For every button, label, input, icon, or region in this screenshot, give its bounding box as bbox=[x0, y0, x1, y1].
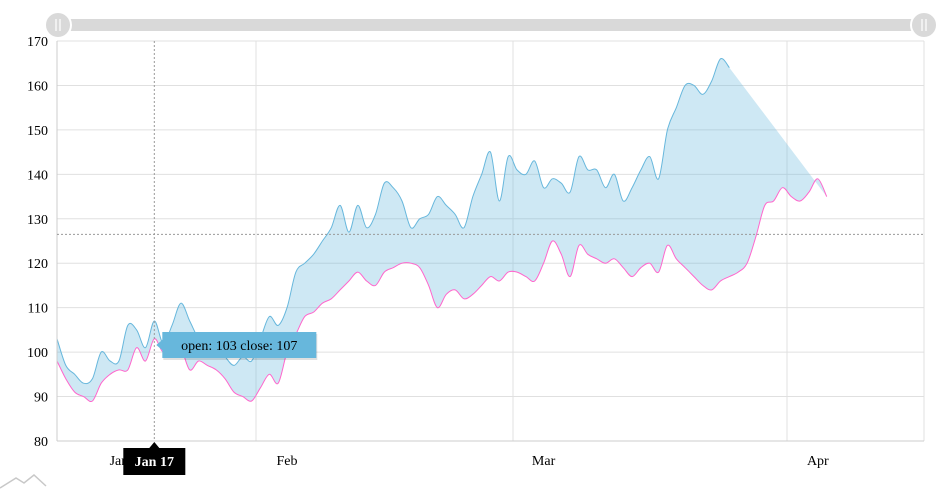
grid bbox=[57, 40, 925, 442]
chart-logo-icon bbox=[0, 474, 47, 489]
y-tick-label: 140 bbox=[27, 168, 48, 183]
series-line-open bbox=[56, 178, 828, 402]
tooltip-box bbox=[162, 332, 317, 358]
series-area-fill bbox=[57, 58, 827, 402]
cursor-date-label: Jan 17 bbox=[123, 442, 186, 475]
tooltip-pointer bbox=[156, 339, 164, 351]
y-tick-label: 100 bbox=[27, 346, 48, 361]
scrollbar[interactable] bbox=[44, 11, 938, 39]
y-tick-label: 80 bbox=[34, 435, 48, 450]
x-tick-label: Feb bbox=[277, 454, 298, 469]
cursor-date-label-text: Jan 17 bbox=[135, 455, 174, 470]
y-tick-label: 170 bbox=[27, 35, 48, 50]
cursor-date-label-pointer bbox=[149, 442, 160, 448]
overlay: Jan 17 open: 103 close: 107 bbox=[57, 41, 924, 475]
scrollbar-right-grip[interactable] bbox=[910, 11, 938, 39]
y-tick-label: 120 bbox=[27, 257, 48, 272]
x-tick-label: Mar bbox=[532, 454, 556, 469]
y-tick-label: 110 bbox=[28, 302, 48, 317]
y-tick-label: 130 bbox=[27, 213, 48, 228]
cursor-date-label-box bbox=[123, 448, 186, 475]
y-tick-label: 150 bbox=[27, 124, 48, 139]
scrollbar-left-grip[interactable] bbox=[44, 11, 72, 39]
y-tick-label: 160 bbox=[27, 79, 48, 94]
scrollbar-track[interactable] bbox=[58, 19, 924, 31]
y-tick-label: 90 bbox=[34, 391, 48, 406]
x-tick-label: Apr bbox=[807, 454, 829, 469]
tooltip-text: open: 103 close: 107 bbox=[181, 339, 297, 354]
tooltip: open: 103 close: 107 bbox=[156, 332, 318, 360]
